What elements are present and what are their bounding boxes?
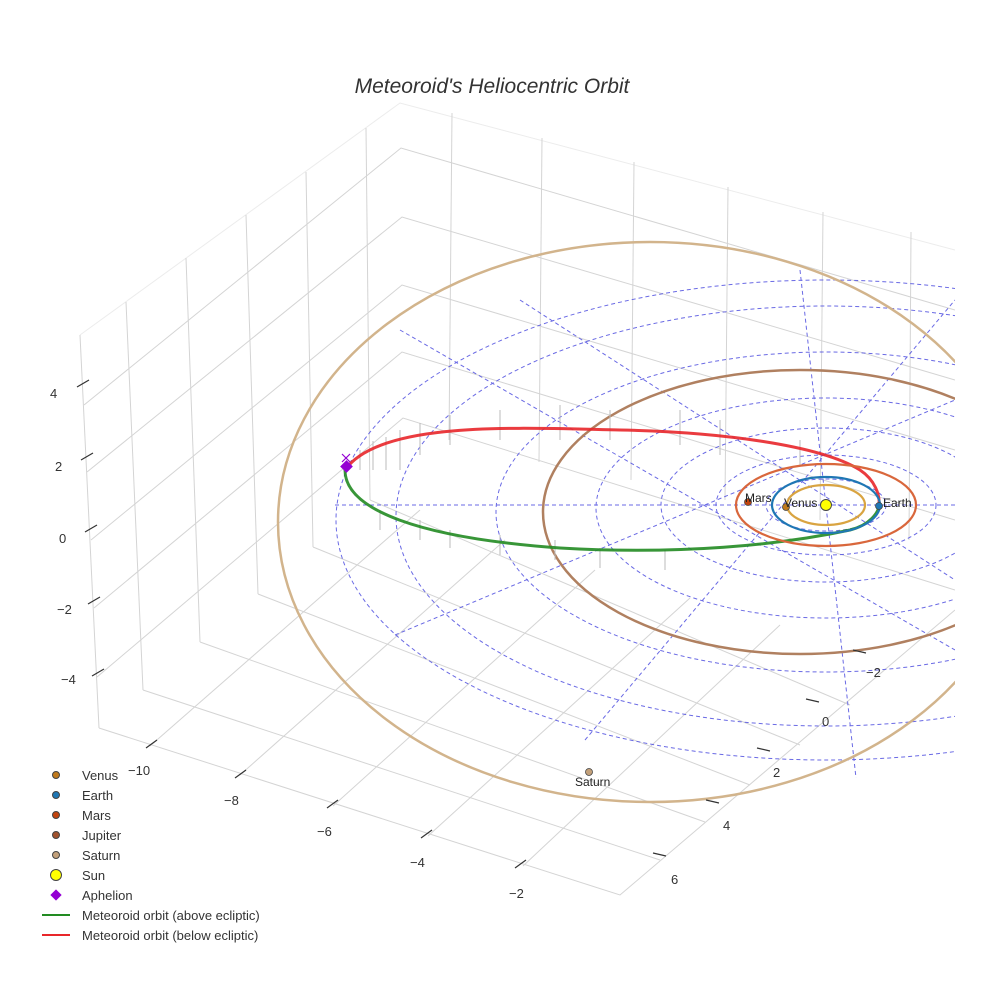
venus-marker-icon <box>40 765 74 785</box>
saturn-marker[interactable] <box>585 768 593 776</box>
jupiter-orbit <box>541 368 955 656</box>
z-tick-neg4: −4 <box>61 672 76 687</box>
venus-label: Venus <box>784 496 818 510</box>
saturn-label: Saturn <box>575 775 611 789</box>
earth-marker[interactable] <box>875 502 883 510</box>
legend-item-saturn[interactable]: Saturn <box>40 845 260 865</box>
legend-label: Jupiter <box>82 827 122 843</box>
x-tick-neg10: −10 <box>128 763 151 778</box>
venus-marker[interactable] <box>782 503 790 511</box>
x-tick-neg8: −8 <box>224 793 239 808</box>
legend-item-orbit-above[interactable]: Meteoroid orbit (above ecliptic) <box>40 905 260 925</box>
y-tick-4: 4 <box>723 818 731 833</box>
aphelion-x-icon <box>341 453 351 463</box>
x-tick-neg2: −2 <box>509 886 524 901</box>
legend-label: Meteoroid orbit (below ecliptic) <box>82 927 259 943</box>
saturn-marker-icon <box>40 845 74 865</box>
legend-label: Venus <box>82 767 119 783</box>
legend-item-aphelion[interactable]: Aphelion <box>40 885 260 905</box>
legend-label: Mars <box>82 807 111 823</box>
sun-marker[interactable] <box>820 499 832 511</box>
legend-item-venus[interactable]: Venus <box>40 765 260 785</box>
legend-item-sun[interactable]: Sun <box>40 865 260 885</box>
aphelion-marker[interactable] <box>340 460 353 473</box>
meteoroid-orbit-below <box>343 426 881 506</box>
legend-item-earth[interactable]: Earth <box>40 785 260 805</box>
legend-item-mars[interactable]: Mars <box>40 805 260 825</box>
mars-marker[interactable] <box>744 498 752 506</box>
legend-item-orbit-below[interactable]: Meteoroid orbit (below ecliptic) <box>40 925 260 945</box>
y-tick-neg2: −2 <box>866 665 881 680</box>
mars-label: Mars <box>745 491 772 505</box>
z-tick-2: 2 <box>55 459 63 474</box>
x-tick-neg6: −6 <box>317 824 332 839</box>
aphelion-diamond-icon <box>40 885 74 905</box>
chart-title: Meteoroid's Heliocentric Orbit <box>354 75 630 98</box>
sun-marker-icon <box>40 865 74 885</box>
y-tick-6: 6 <box>671 872 679 887</box>
legend-label: Earth <box>82 787 114 803</box>
y-tick-2: 2 <box>773 765 781 780</box>
legend: Venus Earth Mars Jupiter Saturn Sun Aphe… <box>40 765 260 945</box>
red-line-icon <box>40 925 74 945</box>
legend-item-jupiter[interactable]: Jupiter <box>40 825 260 845</box>
legend-label: Aphelion <box>82 887 133 903</box>
mars-orbit <box>734 462 918 548</box>
saturn-orbit <box>276 240 955 804</box>
green-line-icon <box>40 905 74 925</box>
legend-label: Sun <box>82 867 106 883</box>
z-tick-4: 4 <box>50 386 58 401</box>
mars-marker-icon <box>40 805 74 825</box>
legend-label: Meteoroid orbit (above ecliptic) <box>82 907 260 923</box>
x-tick-neg4: −4 <box>410 855 425 870</box>
z-tick-neg2: −2 <box>57 602 72 617</box>
ecliptic-polar-grid <box>335 269 955 779</box>
axis-tick-marks <box>76 379 867 869</box>
earth-marker-icon <box>40 785 74 805</box>
legend-label: Saturn <box>82 847 121 863</box>
z-tick-0: 0 <box>59 531 67 546</box>
grid-back-wall <box>79 102 955 729</box>
earth-label: Earth <box>883 496 912 510</box>
y-tick-0: 0 <box>822 714 830 729</box>
jupiter-marker-icon <box>40 825 74 845</box>
